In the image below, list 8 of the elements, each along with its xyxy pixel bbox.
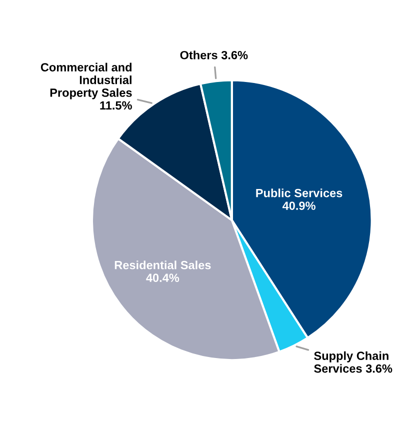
slice-label: Supply Chain Services 3.6% — [314, 351, 392, 373]
data-label: 40.4% — [146, 274, 180, 282]
slice-label: Others 3.6% — [180, 50, 248, 60]
slice-label: Commercial and Industrial Property Sales — [40, 62, 132, 100]
data-label: 40.9% — [282, 202, 316, 210]
slice-label: Residential Sales — [114, 260, 211, 270]
slice-label: Public Services — [256, 188, 342, 198]
data-label: 11.5% — [100, 101, 132, 110]
